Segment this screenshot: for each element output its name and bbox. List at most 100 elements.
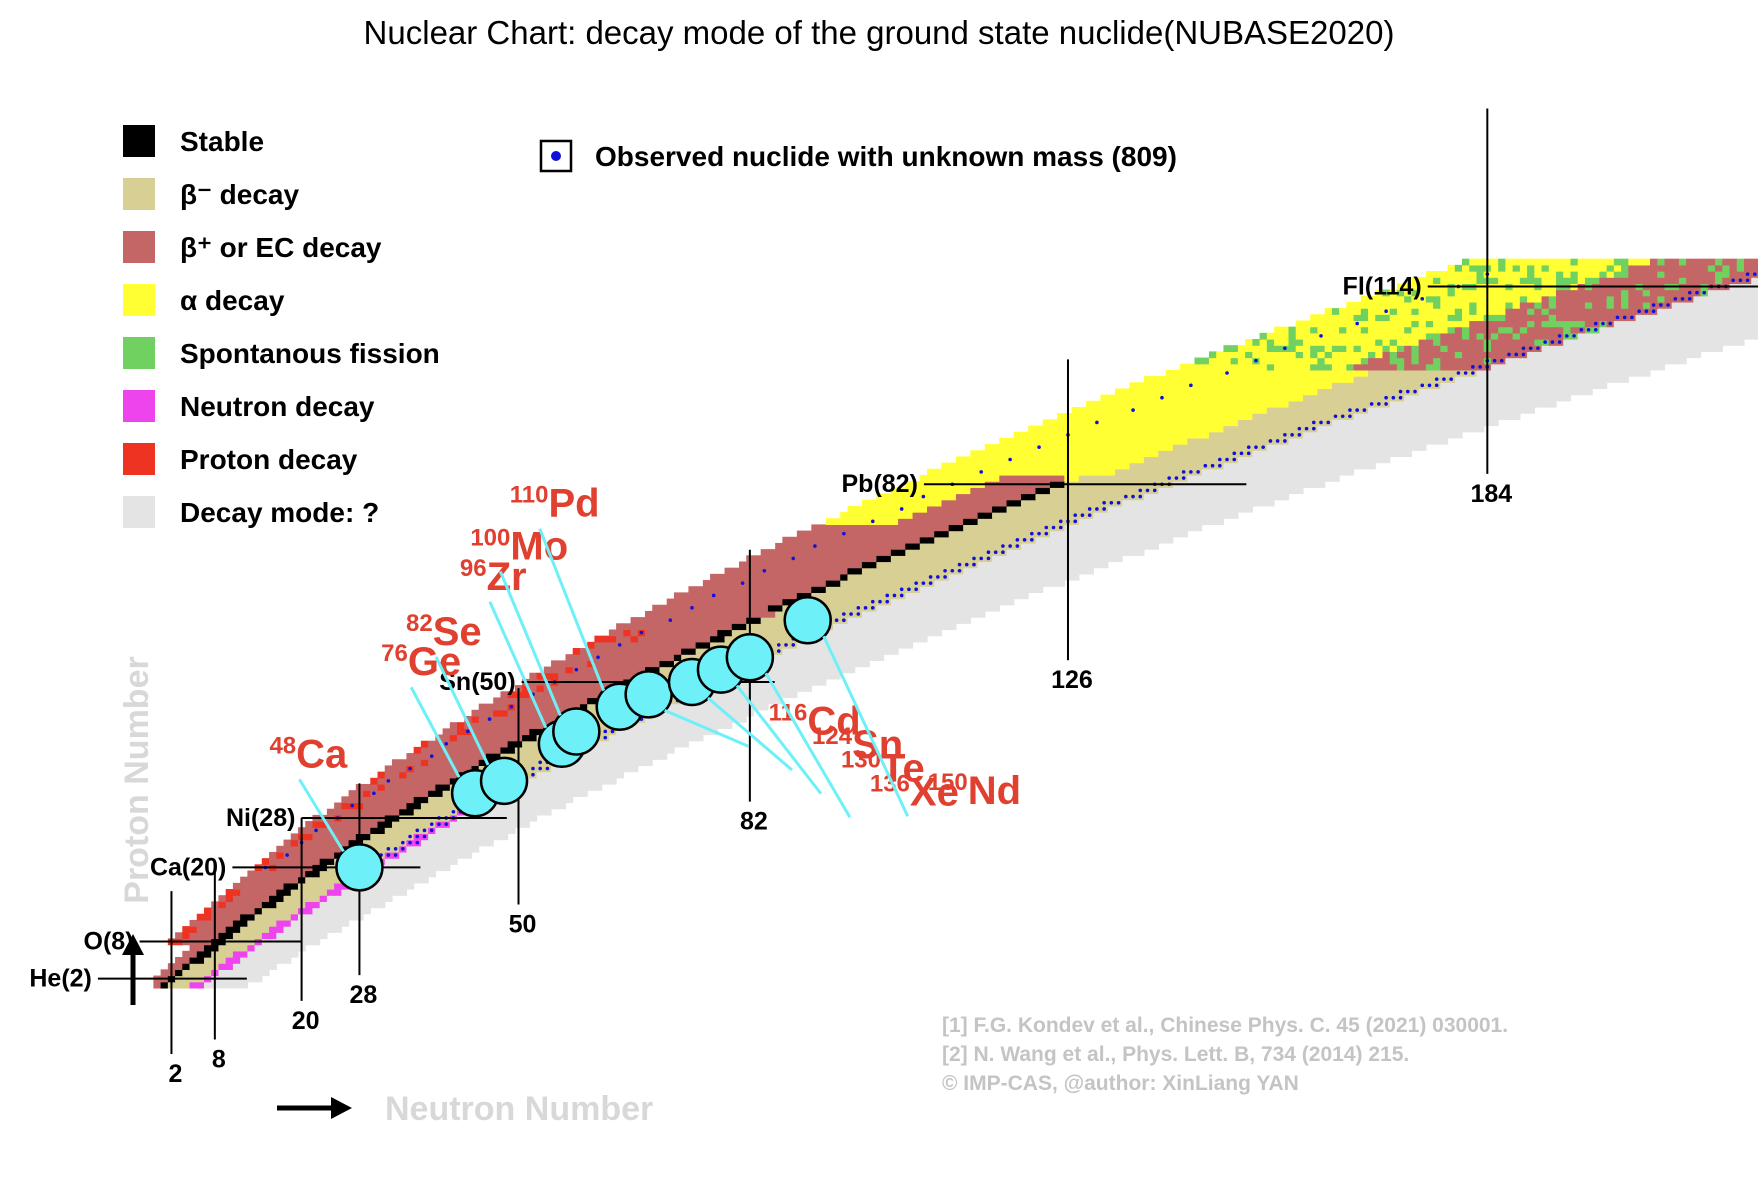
cell-beta_plus — [869, 524, 877, 532]
cell-beta_minus — [1389, 388, 1398, 396]
cell-beta_plus — [789, 580, 798, 587]
cell-beta_plus — [175, 932, 183, 940]
cell-alpha — [1143, 382, 1152, 390]
cell-beta_plus — [493, 740, 502, 748]
cell-unknown — [883, 604, 892, 612]
cell-unknown — [1671, 320, 1680, 328]
cell-beta_plus — [507, 697, 516, 705]
cell-alpha — [970, 450, 979, 458]
cell-unknown — [413, 870, 422, 878]
cell-alpha — [1114, 400, 1123, 408]
cell-alpha — [1469, 295, 1478, 303]
cell-unknown — [1743, 314, 1752, 322]
cell-alpha — [1122, 388, 1131, 396]
cell-unknown — [1114, 505, 1123, 513]
cell-beta_plus — [334, 821, 342, 828]
cell-beta_plus — [1447, 357, 1456, 365]
cell-unknown — [1476, 376, 1485, 383]
cell-alpha — [1086, 400, 1094, 408]
cell-alpha — [1302, 357, 1311, 365]
cell-unknown — [1700, 326, 1709, 334]
cell-beta_plus — [254, 882, 263, 890]
cell-unknown — [1100, 561, 1109, 569]
cell-alpha — [1274, 339, 1282, 346]
cell-beta_plus — [471, 709, 480, 717]
cell-alpha — [1440, 301, 1449, 309]
cell-unknown — [963, 573, 971, 581]
cell-alpha — [1259, 339, 1268, 346]
cell-alpha — [1245, 394, 1253, 402]
cell-beta_minus — [760, 623, 769, 631]
cell-beta_plus — [782, 536, 791, 544]
cell-unknown — [1570, 376, 1579, 383]
cell-unknown — [847, 648, 856, 655]
cell-unknown — [240, 981, 248, 989]
cell-alpha — [1028, 456, 1037, 464]
cell-beta_plus — [659, 629, 668, 637]
cell-beta_minus — [1071, 505, 1080, 513]
cell-beta_plus — [536, 691, 545, 699]
cell-beta_minus — [1114, 493, 1123, 501]
cell-alpha — [1375, 332, 1384, 340]
cell-alpha — [1136, 413, 1145, 420]
cell-unknown — [457, 821, 465, 828]
cell-beta_plus — [970, 487, 979, 495]
cell-unknown — [276, 932, 285, 940]
cell-proton — [196, 913, 205, 921]
cell-alpha — [1042, 437, 1051, 445]
cell-alpha — [1136, 431, 1145, 439]
cell-unknown — [1606, 376, 1615, 383]
cell-beta_minus — [1302, 413, 1311, 420]
cell-unknown — [594, 740, 603, 748]
cell-alpha — [1057, 456, 1065, 464]
cell-beta_minus — [1194, 437, 1203, 445]
cell-unknown — [710, 709, 718, 717]
cell-alpha — [1143, 388, 1152, 396]
cell-stable — [276, 895, 285, 902]
cell-alpha — [1411, 332, 1420, 340]
cell-beta_plus — [775, 598, 783, 606]
cell-unknown — [1490, 369, 1499, 377]
cell-beta_plus — [232, 913, 241, 921]
cell-beta_plus — [992, 499, 1000, 507]
cell-unknown — [529, 808, 538, 816]
cell-alpha — [1049, 444, 1058, 451]
cell-unknown — [435, 827, 444, 835]
cell-beta_plus — [218, 913, 227, 921]
cell-beta_plus — [1519, 314, 1528, 322]
cell-alpha — [1201, 369, 1210, 377]
cell-beta_minus — [840, 592, 849, 600]
cell-proton — [290, 839, 299, 847]
cell-unknown — [1216, 505, 1225, 513]
cell-unknown — [1143, 493, 1152, 501]
cell-beta_plus — [247, 876, 256, 884]
cell-alpha — [1498, 295, 1506, 303]
cell-beta_plus — [984, 499, 993, 507]
cell-beta_plus — [796, 561, 805, 569]
cell-beta_plus — [652, 635, 661, 643]
cell-alpha — [1281, 363, 1290, 371]
cell-unknown — [1736, 320, 1745, 328]
cell-alpha — [876, 499, 885, 507]
cell-beta_minus — [1339, 388, 1347, 396]
cell-alpha — [1230, 376, 1239, 383]
cell-sf — [1505, 301, 1514, 309]
cell-beta_minus — [1100, 487, 1109, 495]
cell-unknown — [1368, 437, 1376, 445]
cell-unknown — [203, 981, 212, 989]
cell-unknown — [1230, 493, 1239, 501]
cell-unknown — [1736, 308, 1745, 315]
cell-unknown — [1078, 561, 1087, 569]
cell-alpha — [1201, 406, 1210, 414]
cell-unknown — [1693, 320, 1702, 328]
cell-beta_minus — [1259, 413, 1268, 420]
cell-beta_minus — [1216, 437, 1225, 445]
cell-unknown — [1563, 345, 1572, 352]
cell-unknown — [753, 703, 762, 711]
cell-unknown — [1035, 542, 1044, 550]
cell-sf — [1353, 345, 1362, 352]
cell-unknown — [926, 586, 935, 593]
cell-beta_plus — [861, 524, 870, 532]
cell-beta_plus — [782, 586, 791, 593]
cell-beta_minus — [529, 746, 538, 754]
